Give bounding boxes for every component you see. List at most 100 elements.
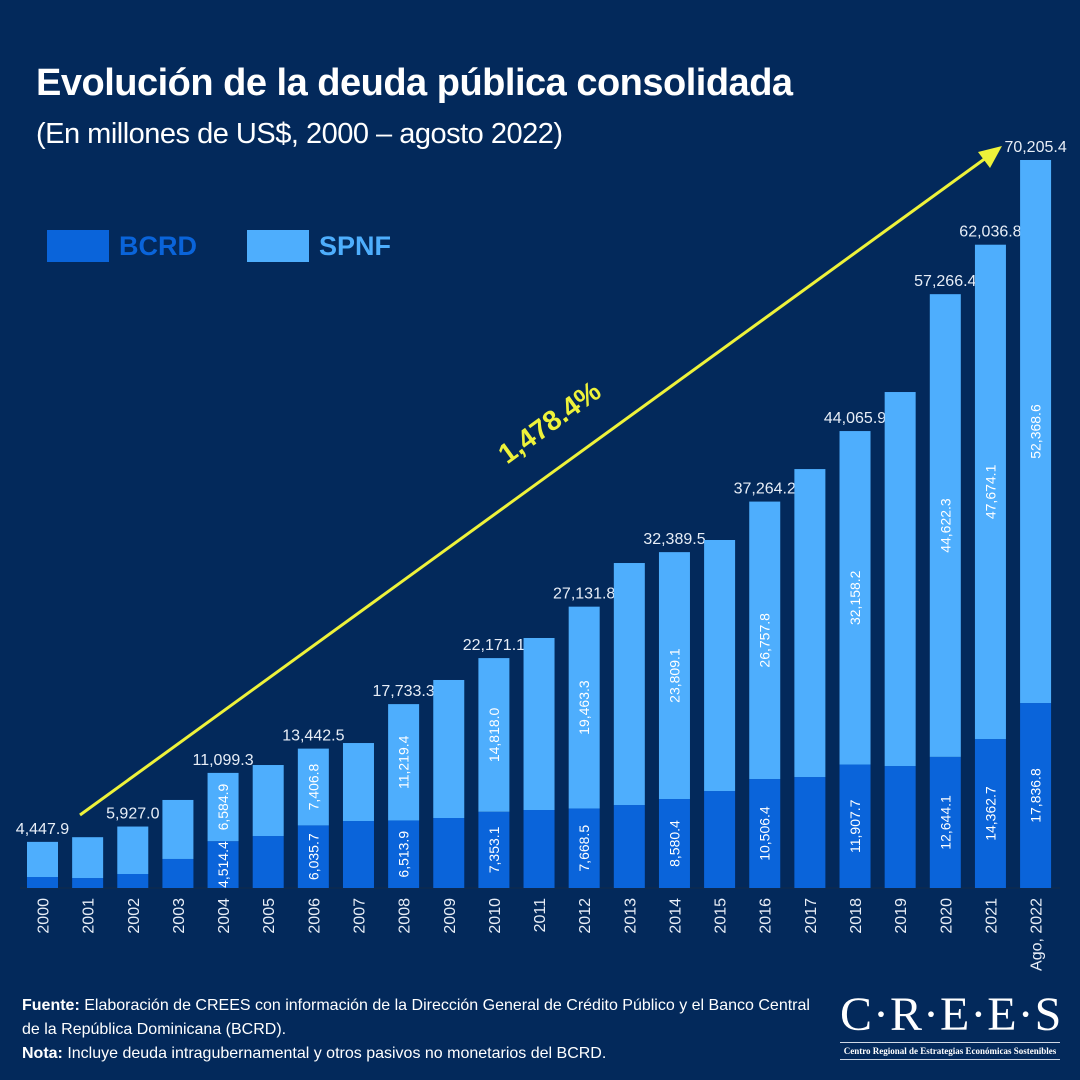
- bar-spnf: [929, 294, 961, 757]
- logo-wordmark: C·R·E·E·S: [840, 988, 1063, 1041]
- total-label: 37,264.2: [734, 481, 796, 498]
- bar-bcrd: [1020, 703, 1052, 888]
- bar-bcrd: [27, 877, 58, 888]
- legend-item-bcrd: BCRD: [47, 230, 197, 262]
- data-label-bcrd: 12,644.1: [937, 795, 953, 850]
- x-tick-label: Ago, 2022: [1029, 898, 1046, 971]
- total-label: 5,927.0: [106, 806, 159, 823]
- x-tick-label: 2005: [261, 898, 278, 934]
- total-label: 62,036.8: [959, 224, 1021, 241]
- bar-spnf: [974, 244, 1006, 740]
- bar-spnf: [1020, 160, 1052, 704]
- bar-bcrd: [929, 756, 961, 888]
- note-label: Nota:: [22, 1045, 63, 1062]
- data-label-bcrd: 10,506.4: [757, 806, 773, 861]
- bar-spnf: [252, 765, 284, 837]
- chart-subtitle: (En millones de US$, 2000 – agosto 2022): [36, 118, 563, 150]
- total-label: 11,099.3: [193, 752, 254, 769]
- legend-swatch-bcrd: [47, 230, 109, 262]
- bar-bcrd: [704, 791, 736, 888]
- stacked-bar-chart: 4,447.9 2000 2001 5,927.0 2002 2003 4,514.4 6,5…: [16, 139, 1067, 971]
- x-tick-label: 2021: [983, 898, 1000, 934]
- data-label-bcrd: 11,907.7: [847, 799, 863, 853]
- bar-spnf: [478, 658, 510, 812]
- data-label-bcrd: 17,836.8: [1028, 768, 1044, 823]
- bar-bcrd: [523, 810, 555, 888]
- data-label-spnf: 14,818.0: [486, 707, 502, 762]
- bar-spnf: [117, 826, 149, 875]
- bar-spnf: [794, 469, 826, 778]
- bar-bcrd: [72, 878, 104, 888]
- data-label-spnf: 47,674.1: [982, 464, 998, 519]
- source-text: Elaboración de CREES con información de …: [22, 997, 810, 1038]
- bar-bcrd: [478, 811, 510, 888]
- x-tick-label: 2002: [126, 898, 143, 934]
- legend-label-spnf: SPNF: [319, 230, 392, 261]
- data-label-spnf: 44,622.3: [937, 498, 953, 553]
- bar-bcrd: [613, 805, 645, 888]
- bar-bcrd: [884, 766, 916, 888]
- data-label-bcrd: 7,668.5: [576, 825, 592, 872]
- bar-spnf: [658, 552, 690, 800]
- x-tick-label: 2000: [36, 898, 53, 934]
- legend-swatch-spnf: [247, 230, 309, 262]
- footer: Fuente: Elaboración de CREES con informa…: [22, 994, 822, 1066]
- bar-bcrd: [252, 836, 284, 888]
- total-label: 27,131.8: [553, 586, 615, 603]
- data-label-bcrd: 6,035.7: [305, 833, 321, 880]
- bar-bcrd: [568, 808, 600, 888]
- data-label-bcrd: 4,514.4: [215, 841, 231, 888]
- x-tick-label: 2003: [171, 898, 188, 934]
- data-label-spnf: 23,809.1: [666, 648, 682, 703]
- x-tick-label: 2020: [938, 898, 955, 934]
- x-tick-label: 2014: [667, 898, 684, 934]
- bar-bcrd: [117, 874, 149, 888]
- x-tick-label: 2007: [351, 898, 368, 934]
- bar-bcrd: [207, 841, 239, 888]
- total-label: 32,389.5: [643, 531, 705, 548]
- bar-spnf: [388, 704, 420, 821]
- bar-spnf: [613, 563, 645, 806]
- data-label-spnf: 6,584.9: [215, 783, 231, 830]
- bar-bcrd: [658, 799, 690, 888]
- total-label: 17,733.3: [372, 683, 434, 700]
- bar-spnf: [704, 539, 736, 792]
- bar-spnf: [523, 637, 555, 811]
- bar-bcrd: [749, 779, 781, 888]
- bar-bcrd: [162, 858, 194, 888]
- bar-bcrd: [974, 739, 1006, 888]
- bar-spnf: [162, 799, 194, 859]
- data-label-spnf: 26,757.8: [757, 613, 773, 668]
- x-tick-label: 2004: [216, 898, 233, 934]
- note-text: Incluye deuda intragubernamental y otros…: [62, 1045, 607, 1062]
- x-tick-label: 2012: [577, 898, 594, 934]
- total-label: 13,442.5: [282, 728, 344, 745]
- bar-bcrd: [388, 820, 420, 888]
- data-label-bcrd: 8,580.4: [666, 820, 682, 867]
- x-tick-label: 2016: [758, 898, 775, 934]
- data-label-spnf: 19,463.3: [576, 680, 592, 735]
- bar-spnf: [207, 772, 239, 842]
- source-label: Fuente:: [22, 997, 80, 1014]
- bar-spnf: [72, 837, 104, 879]
- x-tick-label: 2009: [442, 898, 459, 934]
- bar-bcrd: [433, 818, 465, 888]
- x-tick-label: 2015: [713, 898, 730, 934]
- x-tick-label: 2018: [848, 898, 865, 934]
- growth-arrow-line: [79, 153, 991, 817]
- bar-spnf: [884, 392, 916, 767]
- bar-spnf: [749, 501, 781, 780]
- x-tick-label: 2010: [487, 898, 504, 934]
- bar-spnf: [568, 606, 600, 809]
- legend-label-bcrd: BCRD: [119, 230, 197, 261]
- x-tick-label: 2008: [397, 898, 414, 934]
- bar-spnf: [433, 679, 465, 819]
- bar-bcrd: [839, 764, 871, 888]
- total-label: 57,266.4: [914, 273, 976, 290]
- growth-arrow-head: [978, 146, 1002, 168]
- data-label-bcrd: 6,513.9: [396, 831, 412, 878]
- growth-annotation: 1,478.4%: [492, 375, 606, 470]
- x-tick-label: 2017: [803, 898, 820, 934]
- bar-spnf: [297, 748, 329, 826]
- chart-title: Evolución de la deuda pública consolidad…: [36, 62, 793, 104]
